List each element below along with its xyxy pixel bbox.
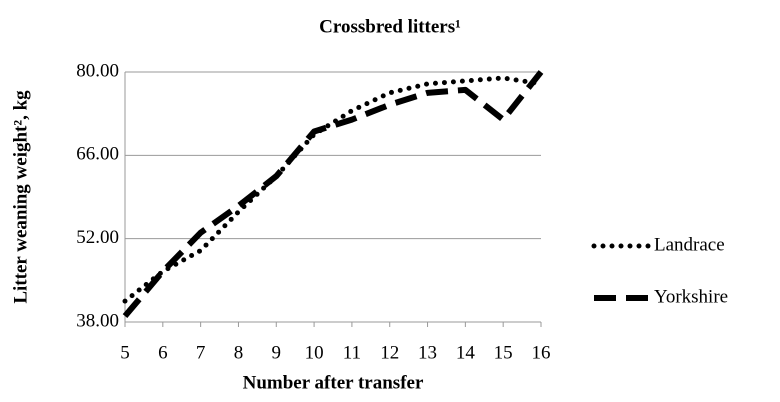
- x-tick-label: 10: [305, 342, 324, 363]
- x-tick-label: 9: [272, 342, 282, 363]
- y-tick-label: 38.00: [76, 310, 119, 331]
- x-tick-label: 14: [456, 342, 476, 363]
- series-line: [122, 70, 544, 318]
- x-tick-label: 11: [343, 342, 361, 363]
- legend-label: Yorkshire: [654, 286, 728, 307]
- x-tick-label: 15: [494, 342, 513, 363]
- x-tick-label: 6: [158, 342, 168, 363]
- x-tick-label: 16: [532, 342, 551, 363]
- x-tick-label: 7: [196, 342, 206, 363]
- legend-label: Landrace: [654, 234, 725, 255]
- x-tick-label: 5: [120, 342, 130, 363]
- x-tick-label: 13: [418, 342, 437, 363]
- y-tick-label: 52.00: [76, 227, 119, 248]
- chart-title: Crossbred litters¹: [319, 16, 461, 37]
- y-tick-label: 66.00: [76, 144, 119, 165]
- x-axis-title: Number after transfer: [243, 372, 424, 393]
- series-line: [122, 75, 544, 304]
- y-tick-label: 80.00: [76, 60, 119, 81]
- y-axis-title: Litter weaning weight², kg: [10, 90, 31, 304]
- x-tick-label: 12: [380, 342, 399, 363]
- x-tick-label: 8: [234, 342, 244, 363]
